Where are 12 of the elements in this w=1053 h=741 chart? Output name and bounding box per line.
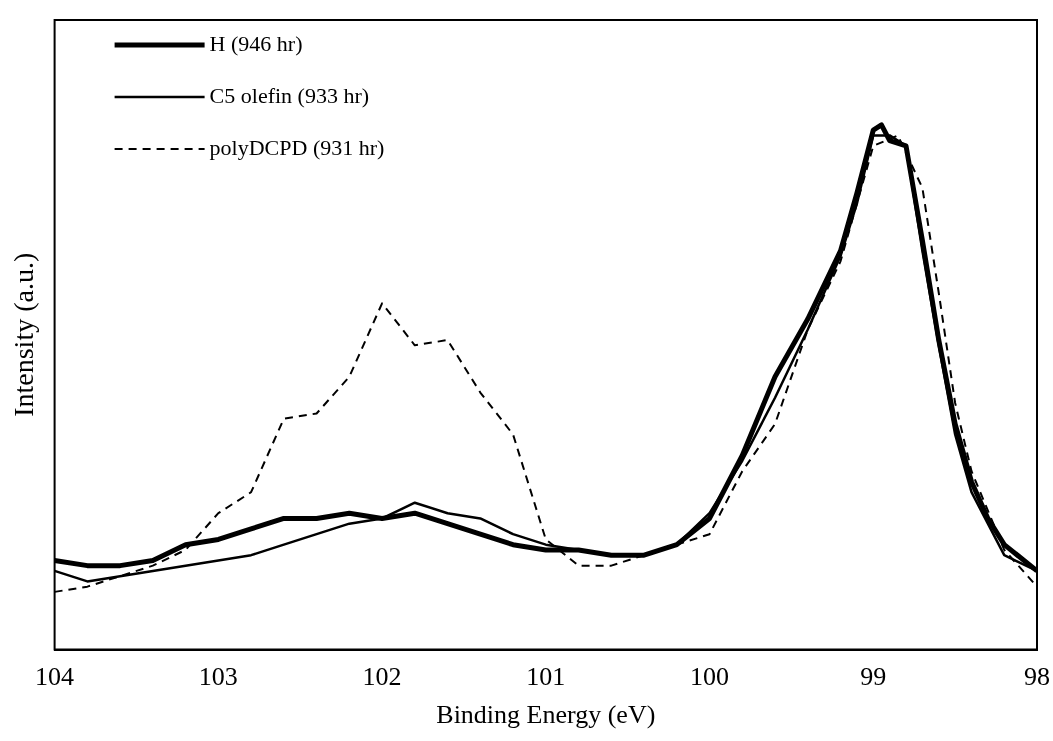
legend-label: polyDCPD (931 hr) [209, 134, 385, 160]
y-axis-title: Intensity (a.u.) [8, 252, 40, 417]
legend-label: H (946 hr) [209, 30, 303, 56]
legend-label: C5 olefin (933 hr) [209, 82, 370, 108]
x-tick-label: 98 [1024, 662, 1050, 692]
x-axis-title: Binding Energy (eV) [436, 700, 656, 730]
x-tick-label: 100 [690, 662, 730, 692]
x-tick-label: 99 [860, 662, 887, 692]
x-tick-label: 101 [526, 662, 566, 692]
x-tick-label: 104 [35, 662, 75, 692]
x-tick-label: 103 [198, 662, 238, 692]
x-tick-label: 102 [362, 662, 402, 692]
